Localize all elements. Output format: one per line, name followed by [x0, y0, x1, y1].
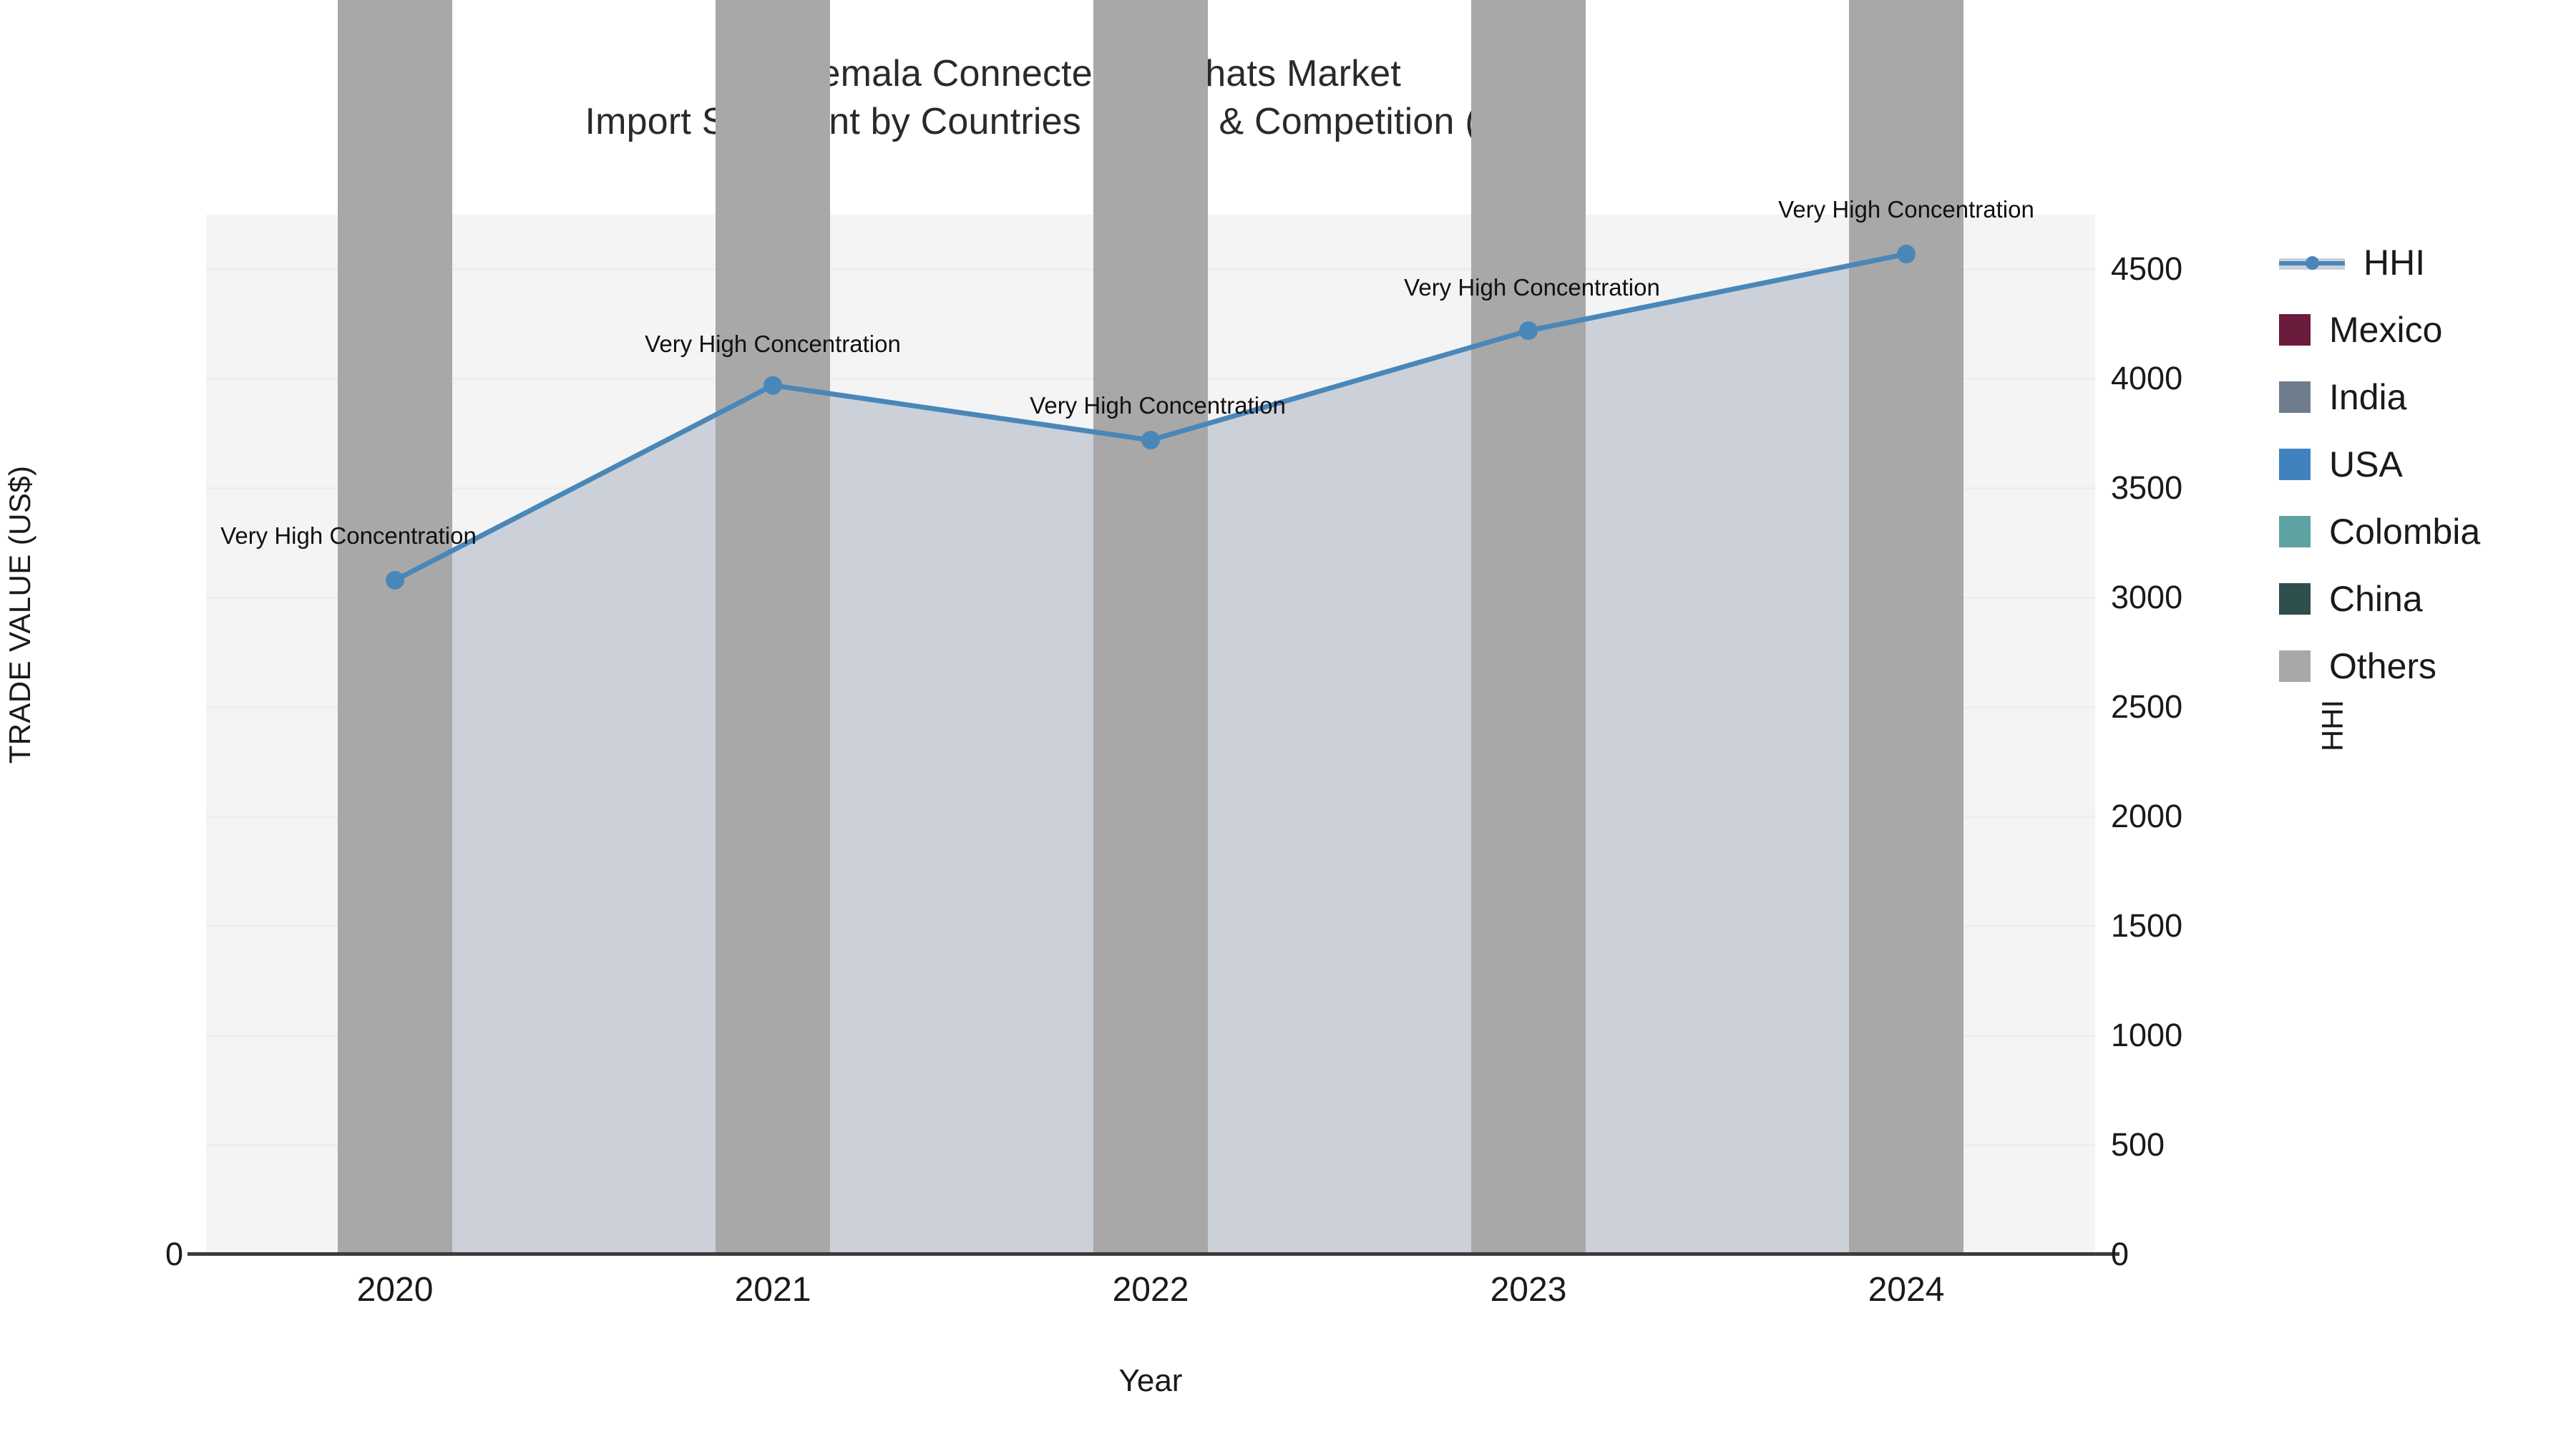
- legend-label: Mexico: [2329, 310, 2443, 350]
- chart-title-block: Guatemala Connected Hardhats Market Impo…: [0, 50, 2140, 145]
- legend-label: Others: [2329, 646, 2437, 686]
- x-tick-label-2020: 2020: [356, 1271, 434, 1309]
- y2-tick-label: 1000: [2111, 1017, 2183, 1054]
- legend-swatch-icon: [2279, 314, 2311, 346]
- y2-tick-label: 2500: [2111, 688, 2183, 726]
- legend-swatch-icon: [2279, 449, 2311, 480]
- y2-tick-label: 2000: [2111, 798, 2183, 835]
- bar-stack[interactable]: [1471, 0, 1586, 1254]
- bar-stack[interactable]: [716, 0, 830, 1254]
- x-axis-label: Year: [1118, 1363, 1183, 1398]
- legend: HHI Mexico India USA Colombia China Others: [2279, 229, 2576, 700]
- legend-label: China: [2329, 579, 2423, 619]
- legend-item-usa[interactable]: USA: [2279, 431, 2576, 498]
- y2-tick-label: 1500: [2111, 907, 2183, 945]
- concentration-annotation: Very High Concentration: [1404, 274, 1660, 301]
- chart-subtitle: Import Shipment by Countries (Top 5) & C…: [585, 100, 1555, 142]
- hhi-marker[interactable]: [386, 570, 404, 590]
- y2-tick-label: 3500: [2111, 469, 2183, 507]
- y2-tick-label: 3000: [2111, 579, 2183, 616]
- hhi-line-svg: [386, 245, 1916, 590]
- y-tick-label: 0: [165, 1236, 183, 1272]
- legend-item-india[interactable]: India: [2279, 364, 2576, 431]
- legend-swatch-icon: [2279, 516, 2311, 547]
- legend-label: HHI: [2363, 243, 2426, 283]
- legend-item-others[interactable]: Others: [2279, 633, 2576, 700]
- legend-swatch-icon: [2279, 381, 2311, 413]
- x-tick-label-2024: 2024: [1868, 1271, 1945, 1309]
- bar-stack[interactable]: [1093, 0, 1208, 1254]
- legend-swatch-icon: [2279, 650, 2311, 682]
- legend-line-marker-icon: [2279, 247, 2345, 278]
- x-axis-line: [187, 1252, 2119, 1256]
- hhi-marker[interactable]: [1897, 245, 1916, 264]
- legend-item-hhi[interactable]: HHI: [2279, 229, 2576, 296]
- plot-area: Very High Concentration Very High Concent…: [206, 0, 2095, 1256]
- bar-segment-others[interactable]: [1471, 0, 1586, 1254]
- y2-tick-label: 4500: [2111, 250, 2183, 288]
- hhi-marker[interactable]: [1519, 321, 1538, 341]
- x-tick-label-2021: 2021: [734, 1271, 811, 1309]
- legend-label: India: [2329, 377, 2407, 417]
- hhi-marker[interactable]: [763, 376, 782, 395]
- legend-item-colombia[interactable]: Colombia: [2279, 498, 2576, 565]
- x-tick-label-2023: 2023: [1490, 1271, 1567, 1309]
- legend-label: USA: [2329, 444, 2403, 484]
- concentration-annotation: Very High Concentration: [645, 330, 901, 357]
- concentration-annotation: Very High Concentration: [1030, 392, 1286, 419]
- legend-label: Colombia: [2329, 512, 2481, 552]
- y2-tick-label: 0: [2111, 1236, 2129, 1272]
- x-tick-label-2022: 2022: [1112, 1271, 1189, 1309]
- chart-title: Guatemala Connected Hardhats Market: [738, 53, 1402, 94]
- concentration-annotation: Very High Concentration: [220, 522, 477, 549]
- y-axis-left-ticks: 02M4M6M8M10M12M14M: [0, 215, 195, 1272]
- bar-stack[interactable]: [338, 0, 452, 1254]
- y2-tick-label: 4000: [2111, 360, 2183, 397]
- legend-item-mexico[interactable]: Mexico: [2279, 296, 2576, 364]
- legend-item-china[interactable]: China: [2279, 565, 2576, 633]
- bar-stack[interactable]: [1849, 0, 1963, 1254]
- y-axis-right-ticks: 0 500 1000 1500 2000 2500 3000 3500 4000 4500: [2111, 215, 2297, 1272]
- hhi-marker[interactable]: [1141, 431, 1160, 450]
- bar-segment-others[interactable]: [338, 0, 452, 1254]
- bar-segment-others[interactable]: [1093, 0, 1208, 1254]
- y2-tick-label: 500: [2111, 1126, 2165, 1163]
- y-axis-left-label: TRADE VALUE (US$): [3, 465, 36, 764]
- legend-swatch-icon: [2279, 583, 2311, 615]
- bar-segment-others[interactable]: [1849, 0, 1963, 1254]
- bar-segment-others[interactable]: [716, 0, 830, 1254]
- concentration-annotation: Very High Concentration: [1778, 196, 2034, 223]
